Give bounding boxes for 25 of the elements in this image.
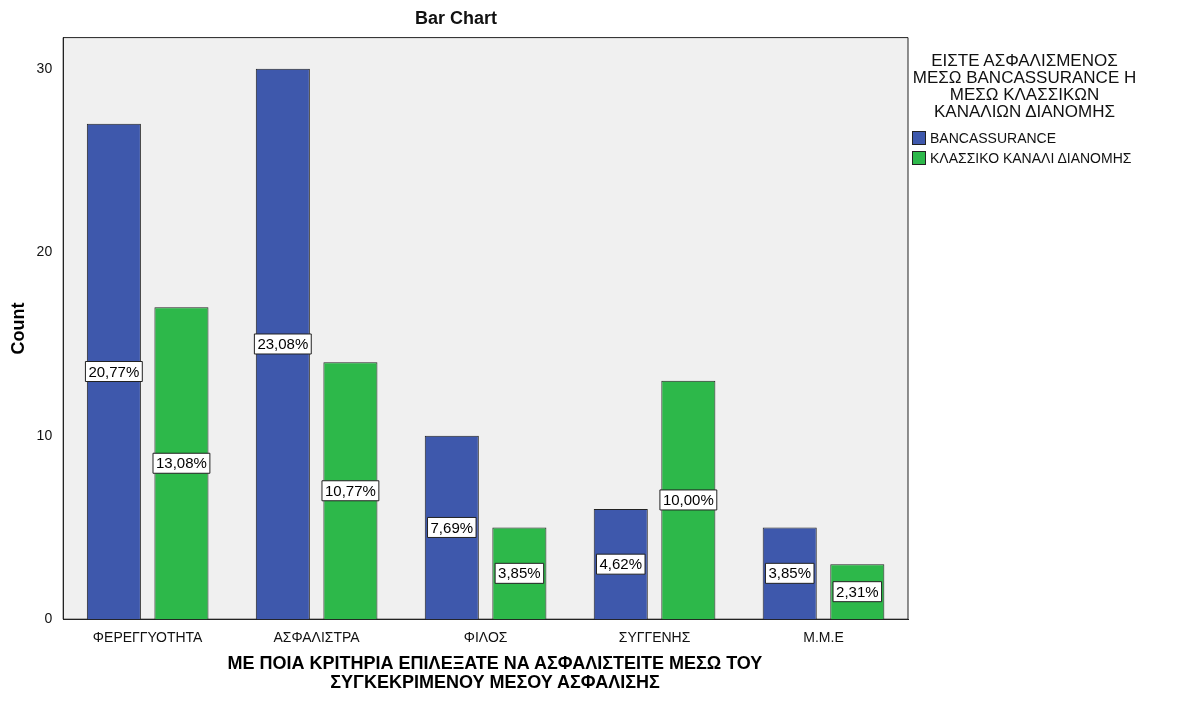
- x-axis-title: ΜΕ ΠΟΙΑ ΚΡΙΤΗΡΙΑ ΕΠΙΛΕΞΑΤΕ ΝΑ ΑΣΦΑΛΙΣΤΕΙΤΕ ΜΕΣΩ ΤΟΥ ΣΥΓΚΕΚΡΙΜΕΝΟΥ ΜΕΣΟΥ ΑΣΦΑΛΙΣΗΣ: [226, 653, 764, 692]
- annotation: 23,08%: [257, 335, 309, 353]
- annotation: 20,77%: [88, 362, 140, 380]
- annotation: 13,08%: [156, 454, 207, 472]
- annotation: 2,31%: [836, 582, 879, 600]
- y-tick-label: 10: [36, 426, 53, 443]
- annotation: 10,00%: [662, 491, 714, 509]
- x-tick-label: Μ.Μ.Ε: [803, 629, 844, 646]
- legend-label: BANCASSURANCE: [930, 130, 1057, 146]
- annotation: 7,69%: [430, 518, 474, 536]
- annotation: 3,85%: [498, 564, 541, 582]
- x-tick-label: ΦΙΛΟΣ: [463, 629, 508, 646]
- annotation: 4,62%: [599, 555, 643, 573]
- chart-title: Bar Chart: [414, 7, 498, 28]
- annotation: 3,85%: [768, 564, 811, 582]
- legend-title: ΕΙΣΤΕ ΑΣΦΑΛΙΣΜΕΝΟΣ ΜΕΣΩ BANCASSURANCE Η ΜΕΣΩ ΚΛΑΣΣΙΚΩΝ ΚΑΝΑΛΙΩΝ ΔΙΑΝΟΜΗΣ: [912, 51, 1137, 121]
- annotation: 10,77%: [324, 481, 376, 499]
- y-tick-label: 20: [36, 243, 53, 260]
- y-tick-label: 30: [36, 59, 53, 76]
- x-tick-label: ΣΥΓΓΕΝΗΣ: [618, 629, 691, 646]
- x-tick-label: ΦΕΡΕΓΓΥΟΤΗΤΑ: [92, 629, 204, 646]
- x-tick-label: ΑΣΦΑΛΙΣΤΡΑ: [273, 629, 361, 646]
- legend-label: ΚΛΑΣΣΙΚΟ ΚΑΝΑΛΙ ΔΙΑΝΟΜΗΣ: [930, 150, 1132, 166]
- y-axis-title: Count: [7, 302, 28, 355]
- y-tick-label: 0: [44, 610, 53, 627]
